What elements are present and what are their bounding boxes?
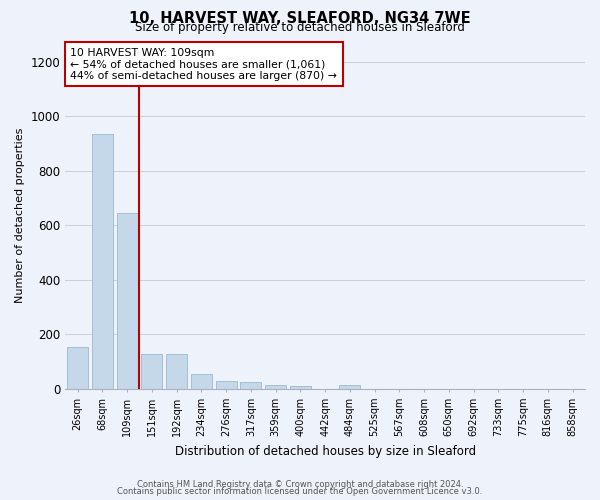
Text: 10, HARVEST WAY, SLEAFORD, NG34 7WE: 10, HARVEST WAY, SLEAFORD, NG34 7WE xyxy=(129,11,471,26)
Bar xyxy=(116,213,137,389)
Bar xyxy=(265,385,286,389)
Bar xyxy=(340,385,361,389)
Text: Contains HM Land Registry data © Crown copyright and database right 2024.: Contains HM Land Registry data © Crown c… xyxy=(137,480,463,489)
Bar xyxy=(166,354,187,389)
Text: 10 HARVEST WAY: 109sqm
← 54% of detached houses are smaller (1,061)
44% of semi-: 10 HARVEST WAY: 109sqm ← 54% of detached… xyxy=(70,48,337,81)
Bar xyxy=(92,134,113,389)
Bar xyxy=(241,382,262,389)
Bar xyxy=(191,374,212,389)
Bar xyxy=(67,346,88,389)
Text: Size of property relative to detached houses in Sleaford: Size of property relative to detached ho… xyxy=(135,22,465,35)
Text: Contains public sector information licensed under the Open Government Licence v3: Contains public sector information licen… xyxy=(118,487,482,496)
Bar xyxy=(290,386,311,389)
X-axis label: Distribution of detached houses by size in Sleaford: Distribution of detached houses by size … xyxy=(175,444,476,458)
Bar xyxy=(141,354,163,389)
Bar xyxy=(215,381,236,389)
Y-axis label: Number of detached properties: Number of detached properties xyxy=(15,128,25,304)
